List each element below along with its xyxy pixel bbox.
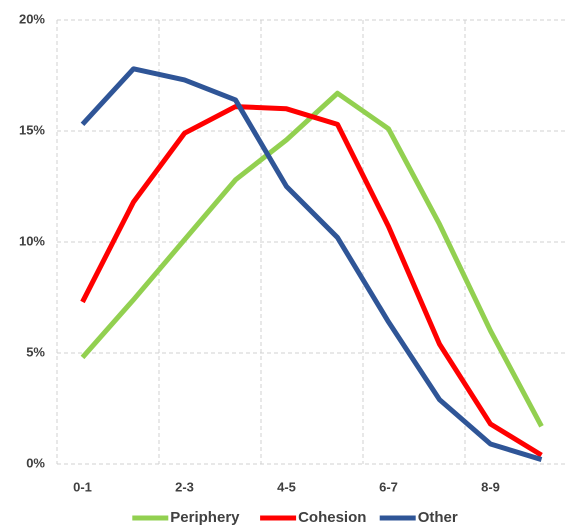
x-tick-label: 0-1 bbox=[73, 479, 92, 494]
x-tick-label: 4-5 bbox=[277, 479, 296, 494]
series-line bbox=[80, 90, 544, 428]
y-tick-label: 5% bbox=[26, 344, 45, 359]
y-tick-label: 10% bbox=[19, 233, 45, 248]
legend-label: Periphery bbox=[170, 509, 240, 526]
x-tick-label: 8-9 bbox=[481, 479, 500, 494]
y-tick-label: 15% bbox=[19, 122, 45, 137]
legend: Periphery Cohesion Other bbox=[132, 509, 458, 526]
legend-label: Other bbox=[418, 509, 458, 526]
series-line bbox=[80, 66, 543, 462]
legend-label: Cohesion bbox=[298, 509, 366, 526]
y-tick-label: 20% bbox=[19, 11, 45, 26]
x-tick-label: 2-3 bbox=[175, 479, 194, 494]
y-tick-label: 0% bbox=[26, 455, 45, 470]
x-tick-label: 6-7 bbox=[379, 479, 398, 494]
series-line bbox=[80, 104, 543, 458]
